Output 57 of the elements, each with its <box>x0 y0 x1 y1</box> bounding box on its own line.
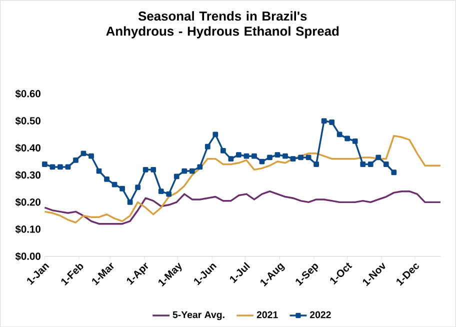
point <box>212 132 218 138</box>
y-tick-label: $0.50 <box>15 116 40 125</box>
point <box>204 144 210 150</box>
chart-title: Seasonal Trends in Brazil's Anhydrous - Hydrous Ethanol Spread <box>106 11 339 38</box>
point <box>158 188 164 194</box>
point <box>306 154 312 160</box>
point <box>182 168 188 174</box>
point <box>166 191 172 197</box>
point <box>236 152 242 158</box>
point <box>42 161 48 167</box>
point <box>112 182 118 188</box>
point <box>290 156 296 162</box>
point <box>228 156 234 162</box>
point <box>104 176 110 182</box>
point <box>244 153 250 159</box>
y-tick-label: $0.30 <box>15 170 40 180</box>
point <box>127 199 133 205</box>
point <box>376 154 382 160</box>
point <box>96 168 102 174</box>
point <box>142 166 148 172</box>
point <box>383 161 389 167</box>
point <box>298 154 304 160</box>
point <box>189 168 195 174</box>
y-tick-label: $0.10 <box>15 225 40 234</box>
point <box>80 150 86 156</box>
legend-label: 5-Year Avg. <box>172 311 224 320</box>
point <box>274 152 280 158</box>
point <box>344 136 350 142</box>
point <box>336 132 342 138</box>
point <box>321 118 327 124</box>
y-tick-label: $0.00 <box>15 252 40 260</box>
point <box>352 138 358 144</box>
point <box>150 166 156 172</box>
point <box>259 158 265 164</box>
point <box>252 153 257 159</box>
point <box>135 184 141 190</box>
point <box>73 157 78 163</box>
point <box>314 161 319 167</box>
y-tick-label: $0.20 <box>15 198 40 206</box>
point <box>88 153 94 159</box>
y-tick-label: $0.40 <box>15 144 40 152</box>
y-tick-label: $0.60 <box>15 90 40 98</box>
point <box>368 161 374 167</box>
point <box>120 186 125 192</box>
point <box>58 164 63 170</box>
point <box>65 164 71 170</box>
legend-label: 2021 <box>256 311 278 318</box>
point <box>50 164 56 170</box>
point <box>267 154 272 160</box>
point <box>220 148 226 154</box>
point <box>360 161 366 167</box>
point <box>197 164 203 170</box>
point <box>329 119 335 125</box>
legend-label: 2022 <box>310 311 331 318</box>
point <box>174 174 180 180</box>
point <box>391 170 397 175</box>
point <box>282 153 288 159</box>
